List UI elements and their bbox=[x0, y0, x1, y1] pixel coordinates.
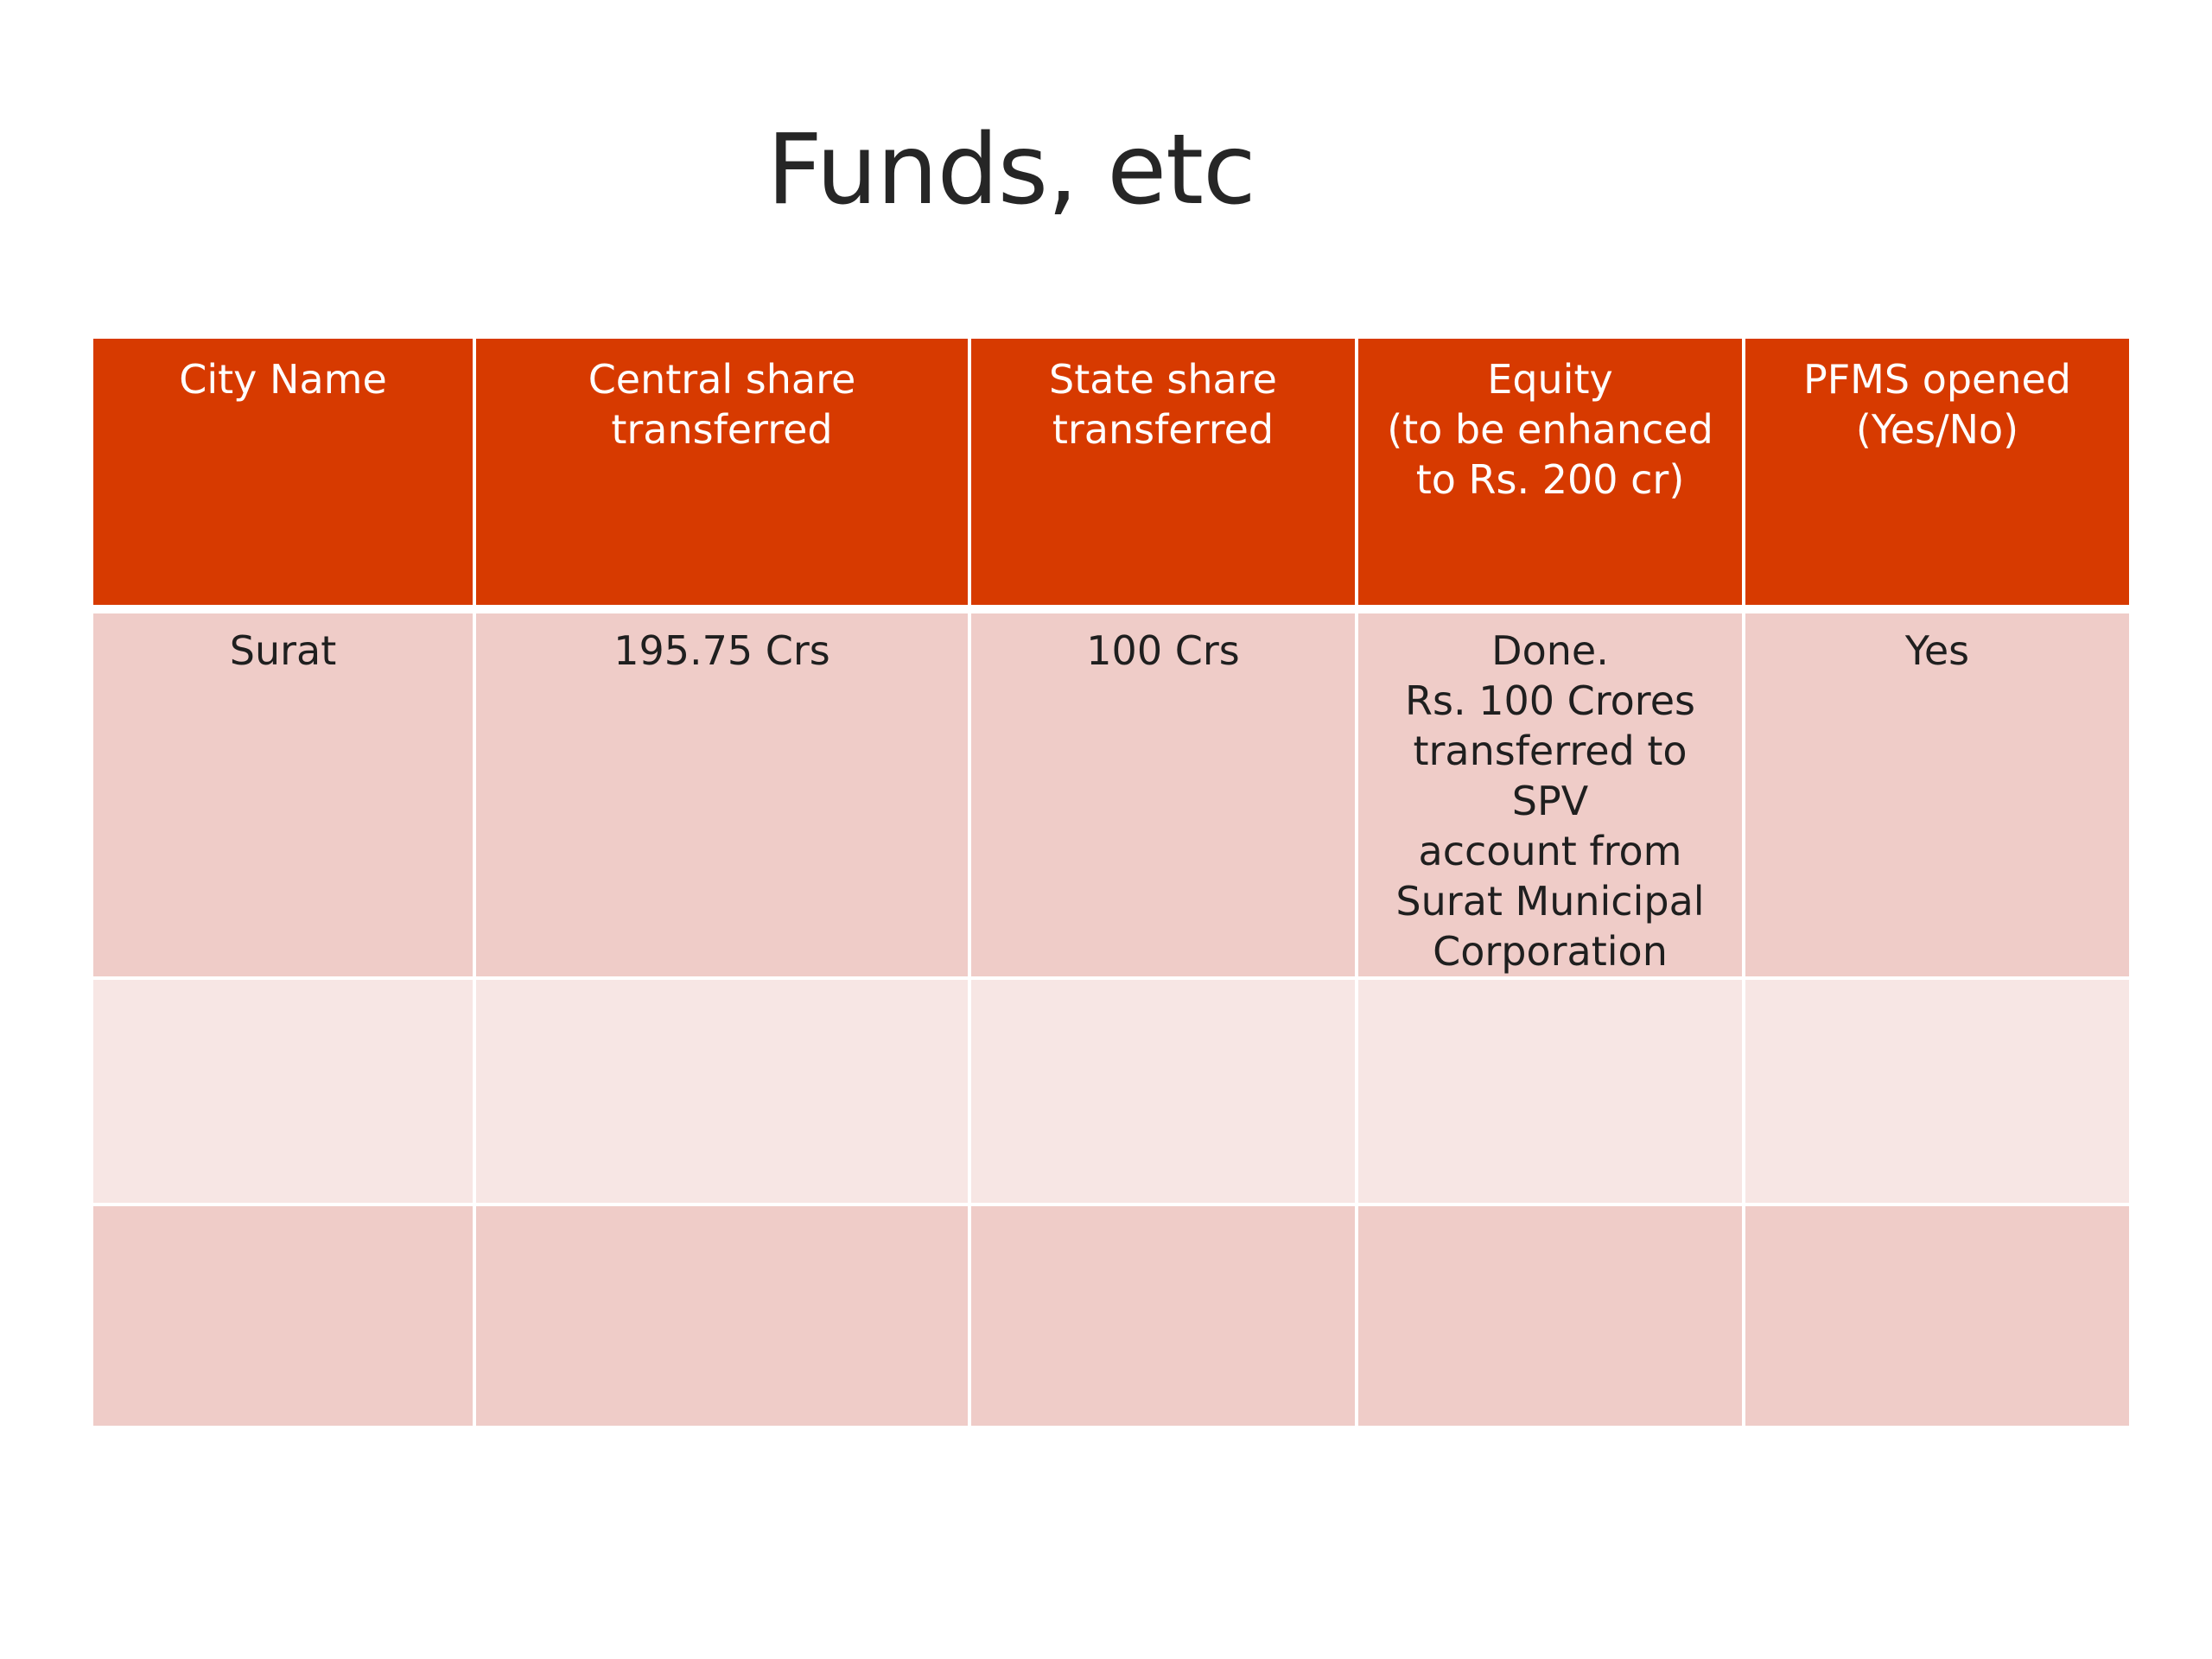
table-row bbox=[93, 980, 2129, 1206]
cell-line: 100 Crs bbox=[1086, 627, 1240, 674]
header-line: State share bbox=[1049, 356, 1277, 403]
table-row: Surat 195.75 Crs 100 Crs Done. Rs. 100 C… bbox=[93, 613, 2129, 980]
cell-line: Surat bbox=[229, 627, 337, 674]
header-city-name: City Name bbox=[93, 339, 476, 613]
cell-line: Yes bbox=[1904, 627, 1970, 674]
header-line: transferred bbox=[1052, 406, 1274, 453]
cell-equity: Done. Rs. 100 Crores transferred to SPV … bbox=[1358, 613, 1745, 980]
header-line: (Yes/No) bbox=[1855, 406, 2019, 453]
cell-line: 195.75 Crs bbox=[613, 627, 830, 674]
cell-pfms-opened: Yes bbox=[1745, 613, 2129, 980]
cell-state-share bbox=[971, 1206, 1358, 1429]
slide-title: Funds, etc bbox=[766, 114, 1255, 226]
cell-state-share bbox=[971, 980, 1358, 1206]
header-central-share: Central share transferred bbox=[476, 339, 971, 613]
funds-table-container: City Name Central share transferred Stat… bbox=[93, 339, 2129, 1429]
header-line: (to be enhanced bbox=[1387, 406, 1713, 453]
header-pfms-opened: PFMS opened (Yes/No) bbox=[1745, 339, 2129, 613]
cell-state-share: 100 Crs bbox=[971, 613, 1358, 980]
cell-city-name bbox=[93, 980, 476, 1206]
cell-central-share bbox=[476, 980, 971, 1206]
cell-central-share bbox=[476, 1206, 971, 1429]
header-line: to Rs. 200 cr) bbox=[1415, 456, 1685, 503]
cell-equity bbox=[1358, 980, 1745, 1206]
header-line: PFMS opened bbox=[1802, 356, 2071, 403]
table-header-row: City Name Central share transferred Stat… bbox=[93, 339, 2129, 613]
cell-central-share: 195.75 Crs bbox=[476, 613, 971, 980]
header-state-share: State share transferred bbox=[971, 339, 1358, 613]
cell-pfms-opened bbox=[1745, 1206, 2129, 1429]
header-equity: Equity (to be enhanced to Rs. 200 cr) bbox=[1358, 339, 1745, 613]
header-line: transferred bbox=[611, 406, 833, 453]
cell-line: transferred to SPV bbox=[1413, 728, 1688, 824]
cell-pfms-opened bbox=[1745, 980, 2129, 1206]
cell-city-name bbox=[93, 1206, 476, 1429]
header-line: City Name bbox=[179, 356, 387, 403]
cell-equity bbox=[1358, 1206, 1745, 1429]
funds-table: City Name Central share transferred Stat… bbox=[93, 339, 2129, 1429]
header-line: Equity bbox=[1487, 356, 1613, 403]
header-line: Central share bbox=[588, 356, 856, 403]
cell-line: account from bbox=[1418, 828, 1682, 874]
cell-city-name: Surat bbox=[93, 613, 476, 980]
table-row bbox=[93, 1206, 2129, 1429]
cell-line: Done. bbox=[1491, 627, 1609, 674]
cell-line: Surat Municipal bbox=[1395, 878, 1705, 925]
cell-line: Corporation bbox=[1433, 928, 1668, 975]
cell-line: Rs. 100 Crores bbox=[1405, 677, 1695, 724]
